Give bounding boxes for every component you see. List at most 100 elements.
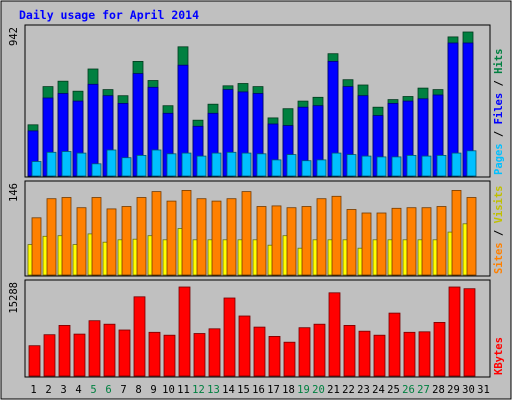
x-tick-label-day-28: 28 — [432, 384, 445, 396]
bar-sites-day-10 — [166, 200, 177, 276]
bar-sites-day-16 — [256, 206, 267, 276]
bar-sites-day-6 — [106, 208, 117, 276]
x-tick-label-day-19: 19 — [297, 384, 310, 396]
x-tick-label-day-6: 6 — [105, 384, 111, 396]
bar-kbytes-day-30 — [463, 288, 476, 377]
series-sites — [31, 189, 477, 276]
bar-kbytes-day-4 — [73, 333, 86, 377]
x-tick-label-day-30: 30 — [462, 384, 475, 396]
bar-kbytes-day-3 — [58, 324, 71, 377]
panel-kbytes: 15288 KBytes — [8, 279, 505, 378]
axis-label-files: Files — [493, 93, 505, 125]
bar-kbytes-day-20 — [313, 323, 326, 377]
bar-sites-day-7 — [121, 206, 132, 276]
bar-sites-day-18 — [286, 207, 297, 276]
bar-kbytes-day-2 — [43, 334, 56, 377]
series-files — [27, 42, 474, 177]
bar-sites-day-2 — [46, 198, 57, 276]
bar-files-day-5 — [87, 83, 99, 177]
chart-panels: 942 Pages / Files / Hits 146 Sites / Visits… — [8, 24, 505, 378]
bar-kbytes-day-11 — [178, 286, 191, 377]
x-tick-label-day-31: 31 — [477, 384, 490, 396]
bar-pages-day-7 — [121, 157, 132, 177]
bar-kbytes-day-10 — [163, 334, 176, 377]
bar-pages-day-13 — [211, 152, 222, 177]
bar-sites-day-22 — [346, 209, 357, 276]
bar-kbytes-day-19 — [298, 327, 311, 377]
bar-kbytes-day-27 — [418, 331, 431, 377]
x-tick-label-day-2: 2 — [45, 384, 51, 396]
axis-label-kbytes: KBytes — [493, 337, 505, 375]
x-tick-label-day-13: 13 — [207, 384, 220, 396]
bar-kbytes-day-23 — [358, 330, 371, 377]
bar-kbytes-day-21 — [328, 292, 341, 377]
bar-pages-day-20 — [316, 159, 327, 177]
bar-kbytes-day-5 — [88, 320, 101, 377]
axis-label-visits: Sites / Visits — [493, 185, 505, 274]
x-tick-label-day-17: 17 — [267, 384, 280, 396]
x-tick-label-day-25: 25 — [387, 384, 400, 396]
bar-sites-day-15 — [241, 191, 252, 276]
bar-kbytes-day-28 — [433, 321, 446, 377]
bar-sites-day-9 — [151, 191, 162, 276]
x-tick-label-day-21: 21 — [327, 384, 340, 396]
bar-sites-day-14 — [226, 198, 237, 276]
axis-label-kbytes: KBytes — [493, 337, 505, 375]
y-max-label-kbytes: 15288 — [8, 282, 20, 314]
bar-kbytes-day-29 — [448, 286, 461, 377]
bar-kbytes-day-13 — [208, 328, 221, 377]
bar-sites-day-4 — [76, 207, 87, 276]
bar-pages-day-1 — [31, 161, 42, 177]
axis-label-hits: Pages / Files / Hits — [493, 49, 505, 175]
bar-kbytes-day-17 — [268, 335, 281, 377]
bar-kbytes-day-16 — [253, 326, 266, 377]
bar-pages-day-14 — [226, 151, 237, 177]
x-tick-label-day-4: 4 — [75, 384, 81, 396]
y-max-label-visits: 146 — [8, 183, 20, 202]
x-tick-label-day-23: 23 — [357, 384, 370, 396]
axis-label-pages: Pages — [493, 143, 505, 175]
bar-pages-day-2 — [46, 151, 57, 177]
bar-pages-day-26 — [406, 154, 417, 177]
x-tick-label-day-22: 22 — [342, 384, 355, 396]
panel-visits: 146 Sites / Visits — [8, 180, 505, 277]
bar-pages-day-4 — [76, 152, 87, 177]
bar-kbytes-day-1 — [28, 345, 41, 377]
bar-kbytes-day-9 — [148, 331, 161, 377]
x-tick-label-day-9: 9 — [150, 384, 156, 396]
bar-pages-day-29 — [451, 152, 462, 177]
bar-pages-day-25 — [391, 156, 402, 177]
bar-pages-day-23 — [361, 155, 372, 177]
chart-title: Daily usage for April 2014 — [19, 8, 199, 22]
axis-label-sites: Sites — [493, 242, 505, 274]
bar-pages-day-28 — [436, 154, 447, 177]
bar-kbytes-day-26 — [403, 331, 416, 377]
x-tick-label-day-15: 15 — [237, 384, 250, 396]
series-kbytes — [28, 286, 476, 377]
bar-sites-day-20 — [316, 198, 327, 276]
bar-kbytes-day-22 — [343, 324, 356, 377]
series-pages — [31, 149, 477, 177]
bar-sites-day-30 — [466, 197, 477, 276]
bar-pages-day-5 — [91, 163, 102, 177]
bar-sites-day-8 — [136, 197, 147, 276]
axis-label-hits: Hits — [493, 49, 505, 74]
bar-pages-day-21 — [331, 152, 342, 177]
x-tick-label-day-26: 26 — [402, 384, 415, 396]
bar-sites-day-27 — [421, 207, 432, 276]
axis-label-separator: / — [493, 223, 505, 242]
bar-pages-day-15 — [241, 152, 252, 177]
bar-sites-day-13 — [211, 200, 222, 276]
x-tick-label-day-27: 27 — [417, 384, 430, 396]
bar-sites-day-29 — [451, 189, 462, 276]
bar-kbytes-day-8 — [133, 296, 146, 377]
bar-kbytes-day-25 — [388, 312, 401, 377]
bar-pages-day-6 — [106, 149, 117, 177]
bar-sites-day-17 — [271, 205, 282, 276]
bar-pages-day-24 — [376, 156, 387, 177]
x-tick-label-day-18: 18 — [282, 384, 295, 396]
axis-label-separator: / — [493, 124, 505, 143]
x-axis-labels: 1 2 3 4 5 6 7 8 9 10 11 12 13 14 15 16 17 18 19 20 21 22 23 24 2… — [30, 384, 489, 396]
bar-kbytes-day-7 — [118, 329, 131, 377]
bar-pages-day-8 — [136, 154, 147, 177]
